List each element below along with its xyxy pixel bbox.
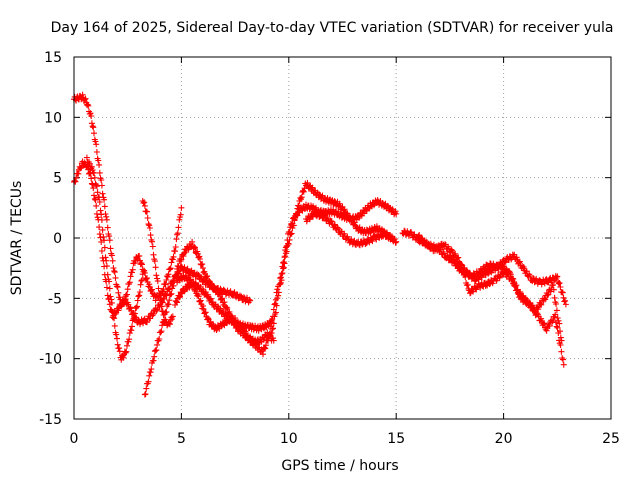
y-tick-labels: -15 -10 -5 0 5 10 15 xyxy=(39,50,62,428)
x-tick-labels: 0 5 10 15 20 25 xyxy=(70,431,620,447)
series-satellite-track-8 xyxy=(268,197,400,337)
x-tick-label: 15 xyxy=(387,431,405,447)
plot-area xyxy=(71,91,569,398)
data-point-markers xyxy=(303,209,395,249)
y-axis-label: SDTVAR / TECUs xyxy=(9,181,25,296)
x-tick-label: 20 xyxy=(495,431,513,447)
y-tick-label: 5 xyxy=(53,171,62,187)
y-tick-label: -15 xyxy=(39,412,62,428)
series-satellite-track-5 xyxy=(139,198,176,329)
data-point-markers xyxy=(141,238,282,398)
data-point-markers xyxy=(268,197,400,337)
chart-title: Day 164 of 2025, Sidereal Day-to-day VTE… xyxy=(51,20,614,36)
series-satellite-track-10 xyxy=(303,209,395,249)
y-tick-label: -10 xyxy=(39,352,62,368)
y-tick-label: 15 xyxy=(44,50,62,66)
y-tick-label: -5 xyxy=(48,291,62,307)
x-tick-label: 0 xyxy=(70,431,79,447)
series-satellite-track-3 xyxy=(83,154,146,363)
x-axis-label: GPS time / hours xyxy=(281,458,398,474)
plot-frame xyxy=(73,56,612,420)
data-point-markers xyxy=(139,198,176,329)
y-tick-label: 0 xyxy=(53,231,62,247)
data-marks xyxy=(71,91,569,398)
series-satellite-track-1 xyxy=(71,91,185,309)
series-satellite-track-13 xyxy=(446,252,565,344)
data-point-markers xyxy=(446,252,565,344)
x-tick-label: 10 xyxy=(280,431,298,447)
series-satellite-track-4 xyxy=(141,238,282,398)
data-point-markers xyxy=(83,154,146,363)
data-point-markers xyxy=(71,91,185,309)
data-point-markers xyxy=(172,279,275,334)
y-tick-label: 10 xyxy=(44,110,62,126)
x-tick-label: 25 xyxy=(602,431,620,447)
series-satellite-track-7 xyxy=(172,279,275,334)
x-tick-label: 5 xyxy=(177,431,186,447)
